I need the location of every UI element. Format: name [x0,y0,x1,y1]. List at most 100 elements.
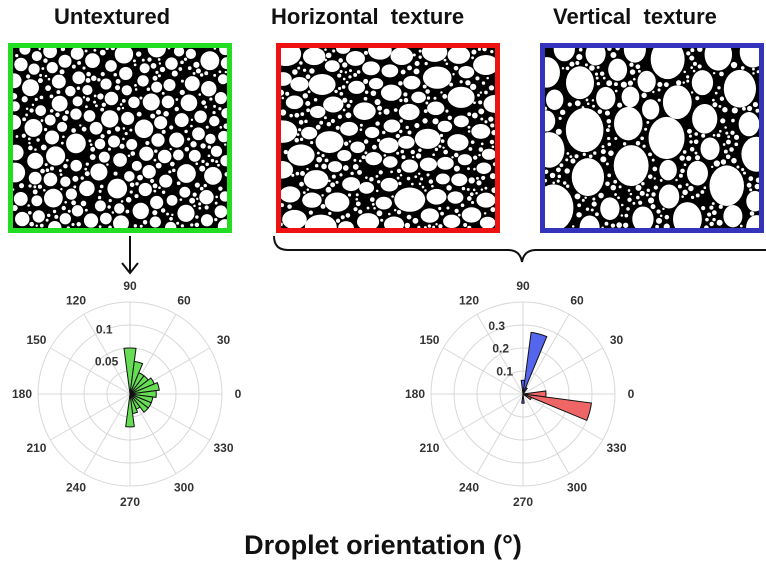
angle-tick-label: 60 [177,293,191,307]
droplet [150,62,157,69]
droplet [627,80,634,86]
droplet [108,198,112,203]
droplet [489,173,495,180]
droplet [313,98,318,102]
droplet [294,138,299,143]
droplet [707,212,712,217]
droplet [725,131,729,135]
droplet [712,217,716,222]
droplet [391,195,394,198]
droplet [401,159,419,173]
droplet [420,177,424,181]
angle-tick-label: 180 [405,387,425,401]
droplet [49,109,54,113]
droplet [43,172,58,187]
droplet [345,80,349,84]
panel-title-horizontal: Horizontal texture [271,4,465,29]
series [522,390,592,422]
droplet [139,96,143,100]
droplet [27,152,44,169]
droplet [91,75,97,82]
droplet [700,190,705,194]
droplet [422,66,452,89]
droplet [184,76,200,92]
droplet [15,135,19,138]
droplet [701,206,706,211]
droplet [325,186,332,193]
droplet [479,91,483,94]
droplet [400,149,405,154]
droplet [28,63,40,75]
droplet [363,96,368,101]
droplet [335,180,339,184]
droplet [56,90,61,95]
polar-bar [522,331,548,395]
droplet [352,164,359,170]
droplet [461,186,466,191]
droplet [43,188,63,208]
droplet [718,104,722,108]
droplet [169,147,172,151]
droplet [79,124,82,127]
droplet [344,141,349,146]
droplet [618,185,622,189]
droplet [328,161,343,173]
droplet [704,225,709,228]
droplet [676,80,682,86]
droplet [292,69,298,75]
droplet [337,114,343,119]
droplet [414,60,420,66]
droplet [489,139,495,145]
droplet [194,182,200,188]
droplet [31,103,35,107]
droplet [185,48,196,60]
droplet [731,118,735,123]
droplet [340,215,345,220]
brace-textured [273,235,766,263]
droplet [355,197,359,201]
droplet [80,176,84,180]
droplet [34,97,38,101]
droplet [375,121,380,126]
droplet [714,91,718,95]
droplet [749,188,753,192]
droplet [100,107,105,112]
droplet [711,98,715,102]
droplet [94,200,106,212]
droplet [686,79,690,83]
droplet [690,91,694,94]
droplet [596,82,601,86]
droplet [599,71,605,76]
droplet [35,105,46,116]
droplet [71,64,76,69]
droplet [281,89,285,96]
droplet [328,179,331,183]
droplet [335,125,340,130]
droplet [27,137,31,141]
droplet [113,215,129,228]
droplet [711,202,715,206]
droplet [195,68,201,74]
droplet [81,126,87,132]
droplet [577,203,582,208]
droplet [383,119,401,133]
droplet [364,90,369,95]
droplet [614,106,643,141]
droplet [569,61,575,67]
droplet [741,136,759,172]
droplet [426,188,447,205]
droplet [25,107,29,110]
droplet [398,81,403,86]
droplet [149,216,161,228]
droplet [685,183,689,187]
droplet [467,125,471,129]
droplet [57,121,68,132]
droplet [116,106,121,111]
micrograph-vertical [540,43,764,233]
droplet [468,147,473,151]
droplet [163,78,176,91]
droplet [682,189,688,196]
angle-tick-label: 330 [214,441,234,455]
droplet [180,79,184,83]
droplet [199,189,214,205]
